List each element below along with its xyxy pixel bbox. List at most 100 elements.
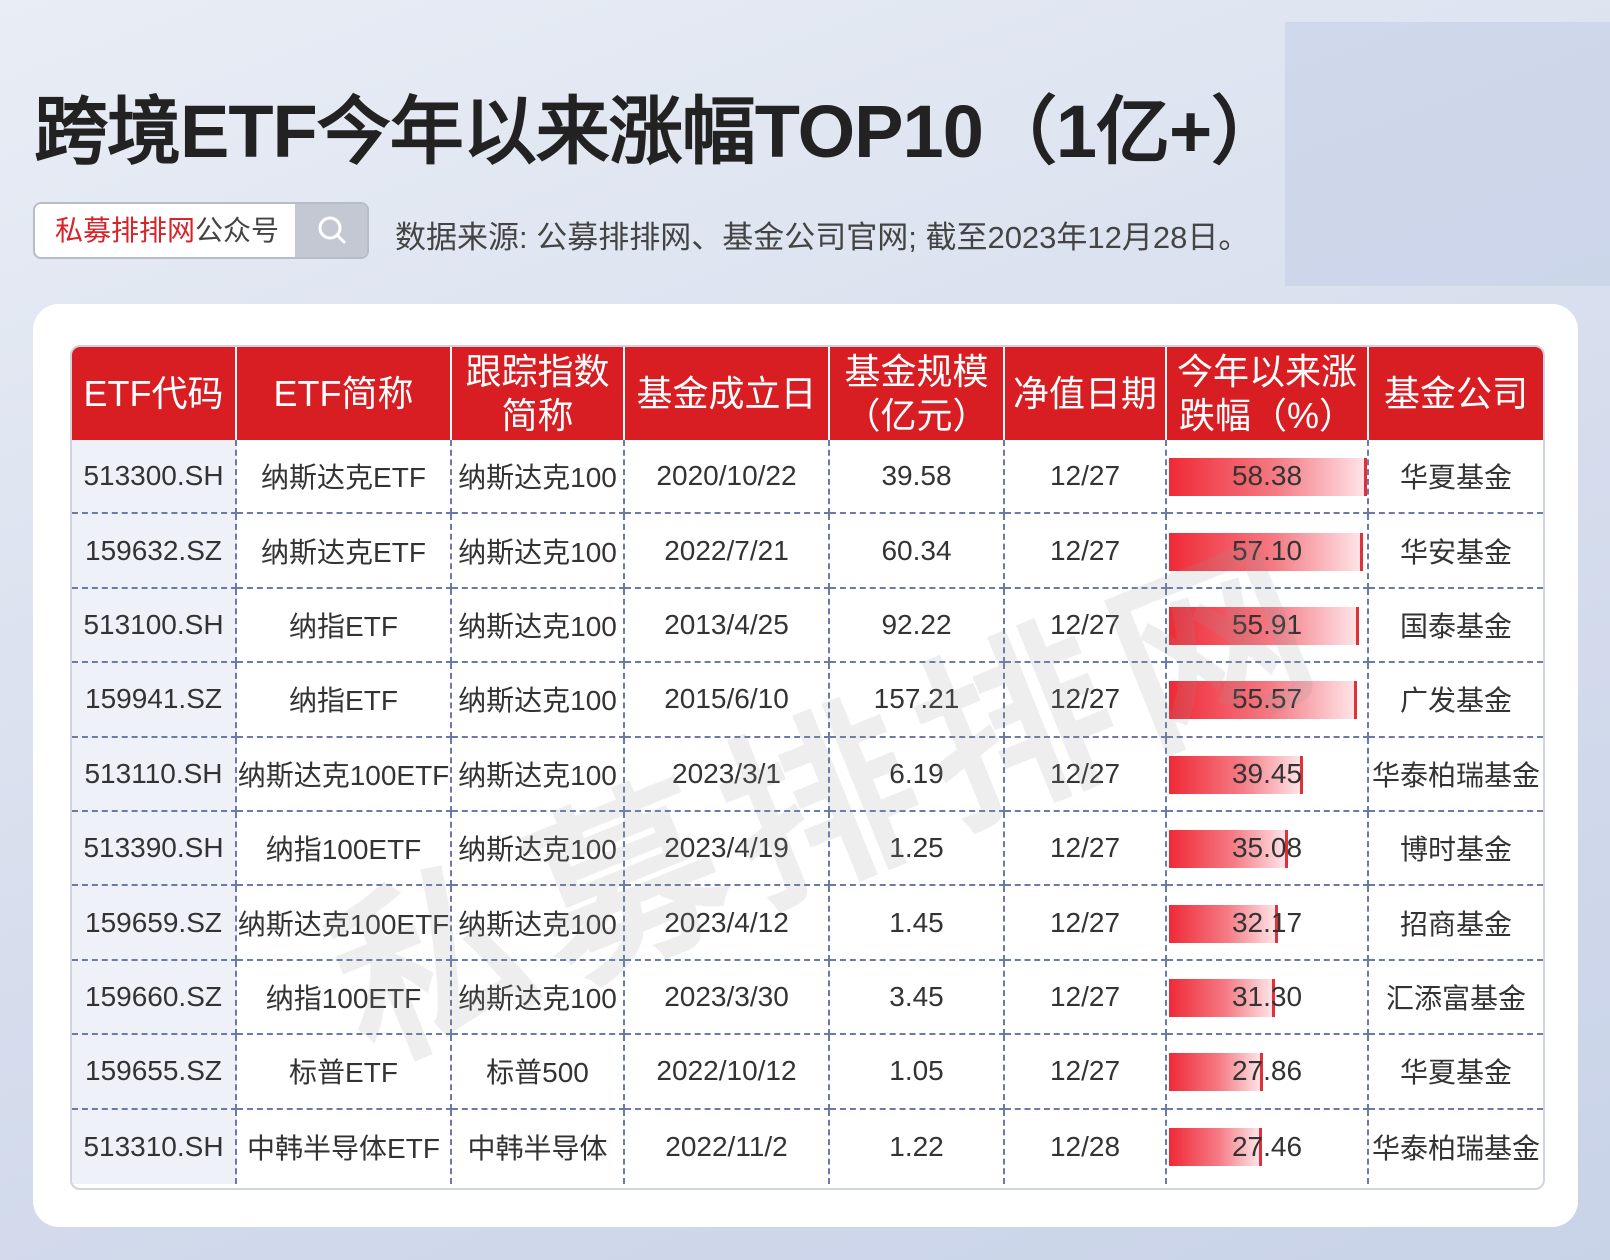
table-cell: 159655.SZ [72,1035,237,1110]
cell-text: 513100.SH [83,608,224,640]
cell-text: 中韩半导体ETF [247,1132,440,1164]
cell-text: 纳斯达克100 [458,908,617,940]
cell-text: 纳斯达克ETF [261,536,426,568]
cell-text: 标普ETF [289,1057,398,1089]
cell-text: 55.91 [1231,608,1303,640]
table-cell: 2023/3/1 [625,737,830,812]
cell-text: 华泰柏瑞基金 [1371,759,1540,791]
table-cell: 1.25 [830,812,1005,887]
cell-text: 纳指100ETF [265,982,422,1014]
cell-text: 12/27 [1049,906,1121,938]
search-button[interactable] [295,204,367,257]
return-bar [1169,681,1358,720]
column-header: 净值日期 [1005,347,1167,440]
cell-text: 华夏基金 [1399,462,1512,494]
cell-text: 纳指100ETF [265,834,422,866]
search-box[interactable]: 私募排排网公众号 [33,202,369,259]
return-bar [1169,606,1359,645]
cell-text: 纳斯达克100 [458,462,617,494]
table-cell: 31.30 [1167,960,1369,1036]
cell-text: 513390.SH [83,832,224,864]
column-header: 基金规模（亿元） [830,347,1005,440]
table-cell: 纳斯达克100ETF [237,737,452,812]
table-cell: 39.45 [1167,737,1369,812]
cell-text: 纳斯达克ETF [261,462,426,494]
table-cell: 2013/4/25 [625,588,830,664]
cell-text: 513300.SH [83,460,224,492]
cell-text: 纳斯达克100 [458,536,617,568]
table-cell: 华安基金 [1369,514,1543,589]
cell-text: 2022/11/2 [665,1130,788,1162]
table-cell: 2022/7/21 [625,514,830,589]
brand: 私募排排网 [55,215,196,246]
table-cell: 1.22 [830,1109,1005,1184]
table-cell: 纳指ETF [237,663,452,738]
table-cell: 159659.SZ [72,886,237,961]
table-cell: 1.05 [830,1035,1005,1110]
cell-text: 3.45 [889,980,944,1012]
table-cell: 12/27 [1005,440,1167,515]
cell-text: 60.34 [881,534,952,566]
table-cell: 157.21 [830,663,1005,738]
table: ETF代码 ETF简称 跟踪指数简称 基金成立日 基金规模（亿元） 净值日期 今年以来涨跌幅… [70,345,1545,1190]
cell-text: 纳斯达克100 [458,685,617,717]
table-cell: 纳斯达克100 [452,663,625,738]
table-cell: 55.57 [1167,663,1369,738]
cell-text: 纳斯达克100ETF [237,908,450,940]
table-cell: 57.10 [1167,514,1369,589]
cell-text: 159659.SZ [85,906,222,938]
table-cell: 39.58 [830,440,1005,515]
cell-text: 1.22 [889,1130,944,1162]
table-cell: 华夏基金 [1369,440,1543,515]
table-cell: 12/27 [1005,588,1167,664]
return-bar [1169,755,1303,794]
column-header: 跟踪指数简称 [452,347,625,440]
table-cell: 纳斯达克100 [452,737,625,812]
table-cell: 纳斯达克100 [452,886,625,961]
table-cell: 6.19 [830,737,1005,812]
return-bar [1169,1127,1263,1166]
table-cell: 国泰基金 [1369,589,1543,664]
table-cell: 华夏基金 [1369,1035,1543,1110]
cell-text: 513310.SH [83,1130,224,1162]
table-cell: 159660.SZ [72,960,237,1036]
cell-text: 2023/3/1 [672,757,781,789]
table-cell: 2023/4/19 [625,812,830,887]
column-header: 基金成立日 [625,347,830,440]
table-cell: 纳斯达克100 [452,440,625,515]
cell-text: 2023/3/30 [664,980,789,1012]
table-cell: 纳斯达克100 [452,960,625,1036]
cell-text: 39.45 [1231,757,1303,789]
cell-text: 华夏基金 [1399,1057,1512,1089]
cell-text: 27.46 [1231,1130,1303,1162]
table-cell: 标普500 [452,1035,625,1110]
cell-text: 6.19 [889,757,944,789]
table-cell: 12/27 [1005,663,1167,738]
cell-text: 汇添富基金 [1385,982,1526,1014]
cell-text: 159655.SZ [85,1055,222,1087]
return-bar [1169,978,1276,1017]
return-bar [1169,532,1363,571]
cell-text: 2015/6/10 [664,683,789,715]
table-cell: 华泰柏瑞基金 [1369,1110,1543,1184]
table-cell: 2020/10/22 [625,440,830,515]
table-cell: 513390.SH [72,812,237,887]
table-cell: 27.46 [1167,1109,1369,1184]
table-cell: 32.17 [1167,886,1369,961]
cell-text: 招商基金 [1399,908,1512,940]
cell-text: 39.58 [881,460,952,492]
title: 跨境ETF今年以来涨幅TOP10（1亿+） [34,90,1285,173]
cell-text: 32.17 [1231,906,1303,938]
table-cell: 纳斯达克100 [452,588,625,664]
cell-text: 12/27 [1049,534,1121,566]
table-cell: 55.91 [1167,588,1369,664]
table-cell: 中韩半导体 [452,1109,625,1184]
table-cell: 12/27 [1005,514,1167,589]
cell-text: 2023/4/19 [664,832,789,864]
table-cell: 纳斯达克100 [452,812,625,887]
table-cell: 513100.SH [72,588,237,664]
cell-text: 纳斯达克100 [458,759,617,791]
cell-text: 2013/4/25 [664,608,789,640]
cell-text: 57.10 [1231,534,1303,566]
table-cell: 92.22 [830,588,1005,664]
